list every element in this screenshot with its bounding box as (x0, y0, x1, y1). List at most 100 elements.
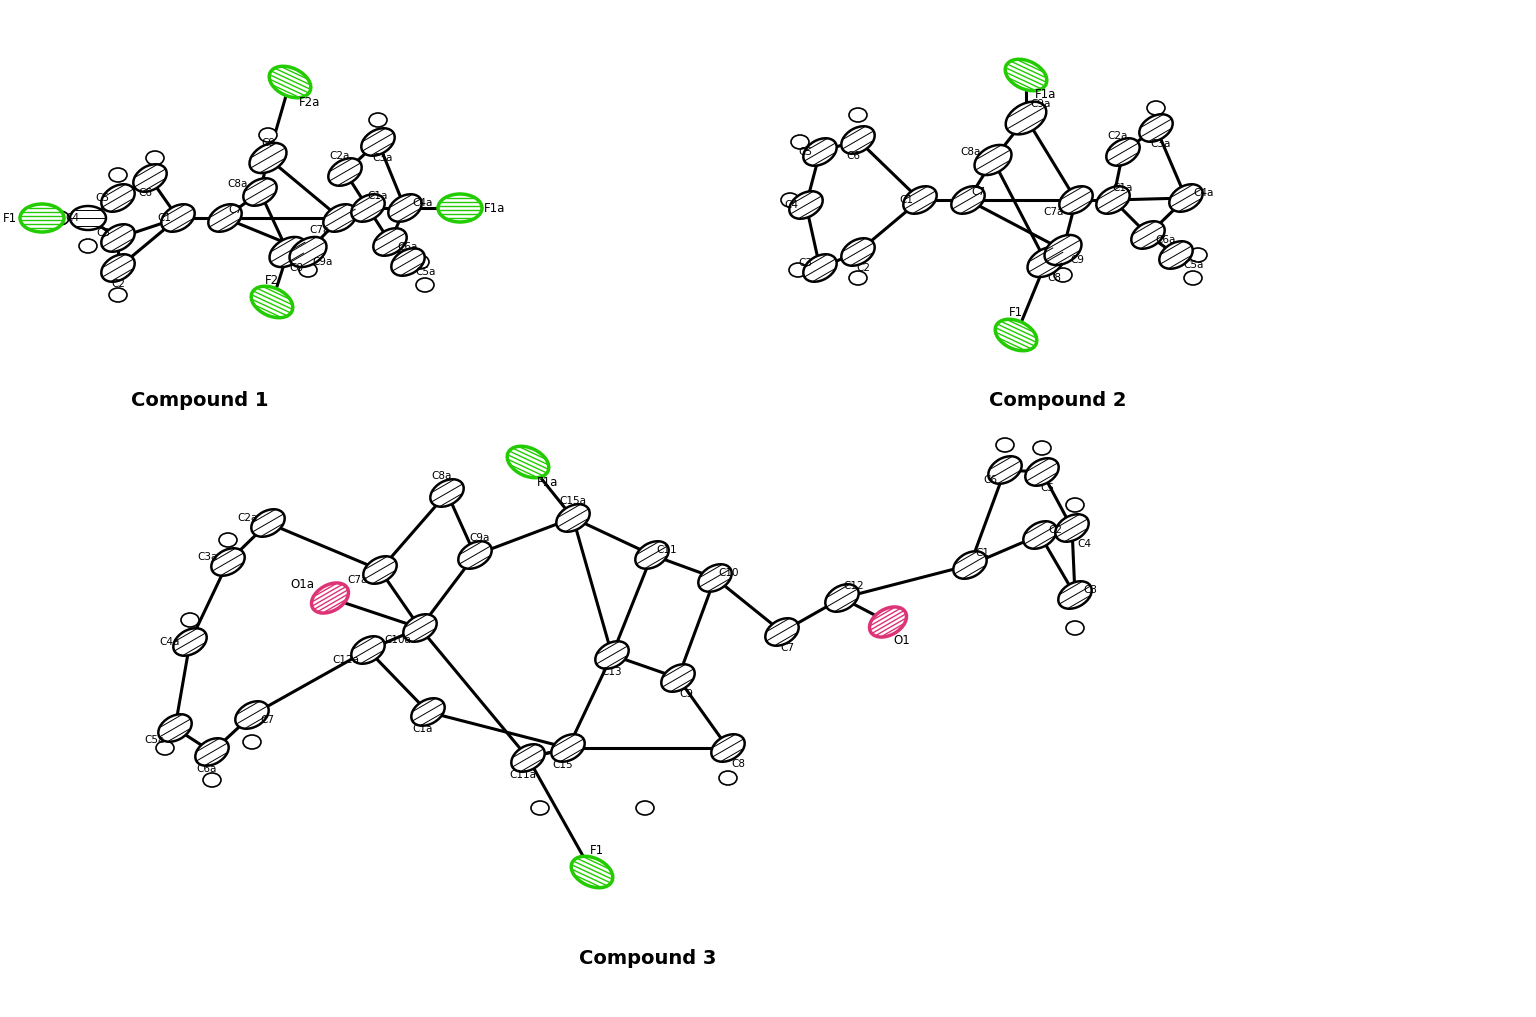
Ellipse shape (596, 642, 628, 669)
Ellipse shape (954, 551, 986, 579)
Ellipse shape (364, 556, 396, 584)
Ellipse shape (212, 548, 244, 576)
Ellipse shape (269, 66, 310, 98)
Ellipse shape (203, 773, 221, 787)
Ellipse shape (1189, 248, 1207, 262)
Ellipse shape (1044, 235, 1081, 265)
Text: C1a: C1a (1112, 183, 1134, 193)
Ellipse shape (951, 186, 985, 214)
Text: C1a: C1a (413, 724, 433, 734)
Ellipse shape (252, 510, 284, 537)
Text: C4a: C4a (413, 198, 433, 208)
Text: C4a: C4a (1193, 188, 1213, 198)
Ellipse shape (1028, 247, 1064, 277)
Ellipse shape (711, 734, 745, 762)
Ellipse shape (161, 204, 195, 232)
Ellipse shape (780, 193, 799, 207)
Text: O1a: O1a (290, 578, 313, 591)
Ellipse shape (719, 771, 737, 785)
Text: C2a: C2a (330, 151, 350, 161)
Ellipse shape (260, 128, 276, 142)
Text: C4: C4 (1077, 539, 1091, 549)
Ellipse shape (1054, 268, 1072, 282)
Text: F2a: F2a (300, 96, 321, 109)
Text: C12: C12 (843, 581, 865, 591)
Ellipse shape (101, 184, 135, 212)
Text: C5: C5 (95, 193, 109, 203)
Ellipse shape (1005, 59, 1048, 91)
Text: C7: C7 (227, 205, 243, 215)
Ellipse shape (352, 637, 384, 664)
Text: C5a: C5a (1184, 260, 1204, 270)
Ellipse shape (220, 533, 237, 547)
Text: O1: O1 (894, 634, 911, 647)
Ellipse shape (662, 664, 694, 692)
Ellipse shape (507, 446, 548, 478)
Ellipse shape (791, 135, 809, 149)
Ellipse shape (1106, 138, 1140, 166)
Text: C1: C1 (975, 548, 989, 558)
Text: C1: C1 (157, 213, 170, 223)
Ellipse shape (352, 194, 384, 222)
Ellipse shape (300, 263, 316, 277)
Ellipse shape (803, 138, 837, 166)
Text: C4: C4 (783, 200, 799, 210)
Text: C7: C7 (260, 715, 273, 725)
Ellipse shape (369, 113, 387, 127)
Ellipse shape (1169, 184, 1203, 212)
Text: F1a: F1a (1035, 88, 1057, 102)
Text: C10a: C10a (384, 635, 412, 645)
Text: Compound 3: Compound 3 (579, 949, 717, 967)
Ellipse shape (1066, 498, 1084, 512)
Ellipse shape (78, 239, 97, 253)
Text: F1: F1 (1009, 306, 1023, 319)
Text: C8a: C8a (432, 471, 452, 481)
Text: C15: C15 (553, 760, 573, 770)
Ellipse shape (1034, 441, 1051, 455)
Ellipse shape (174, 629, 207, 656)
Ellipse shape (289, 237, 327, 267)
Ellipse shape (235, 702, 269, 729)
Ellipse shape (790, 263, 806, 277)
Ellipse shape (636, 801, 654, 815)
Ellipse shape (1140, 114, 1172, 141)
Ellipse shape (551, 734, 585, 762)
Ellipse shape (269, 237, 307, 267)
Text: F1: F1 (590, 843, 604, 856)
Text: C3a: C3a (198, 552, 218, 562)
Ellipse shape (249, 143, 287, 173)
Text: C9a: C9a (1031, 99, 1051, 109)
Text: C4: C4 (65, 213, 78, 223)
Text: C8: C8 (731, 759, 745, 769)
Ellipse shape (252, 286, 293, 317)
Text: F1a: F1a (538, 476, 559, 488)
Text: C2a: C2a (238, 513, 258, 523)
Ellipse shape (803, 254, 837, 282)
Ellipse shape (157, 741, 174, 755)
Ellipse shape (869, 607, 906, 637)
Ellipse shape (1132, 222, 1164, 249)
Ellipse shape (20, 204, 65, 232)
Ellipse shape (195, 738, 229, 766)
Ellipse shape (71, 206, 106, 230)
Ellipse shape (158, 714, 192, 741)
Ellipse shape (511, 744, 545, 772)
Ellipse shape (438, 194, 482, 222)
Text: F2: F2 (264, 274, 280, 287)
Text: C11a: C11a (510, 770, 536, 780)
Text: C5a: C5a (144, 735, 166, 745)
Ellipse shape (243, 735, 261, 749)
Ellipse shape (825, 584, 859, 612)
Ellipse shape (373, 228, 407, 255)
Ellipse shape (1058, 582, 1092, 609)
Text: C2: C2 (111, 279, 124, 289)
Ellipse shape (181, 613, 200, 627)
Text: C6a: C6a (1155, 235, 1177, 245)
Ellipse shape (458, 541, 492, 569)
Text: C6a: C6a (197, 764, 217, 774)
Text: C8a: C8a (962, 147, 982, 157)
Ellipse shape (416, 278, 435, 292)
Text: C11: C11 (657, 545, 677, 555)
Text: C6: C6 (138, 188, 152, 198)
Text: C6: C6 (846, 151, 860, 161)
